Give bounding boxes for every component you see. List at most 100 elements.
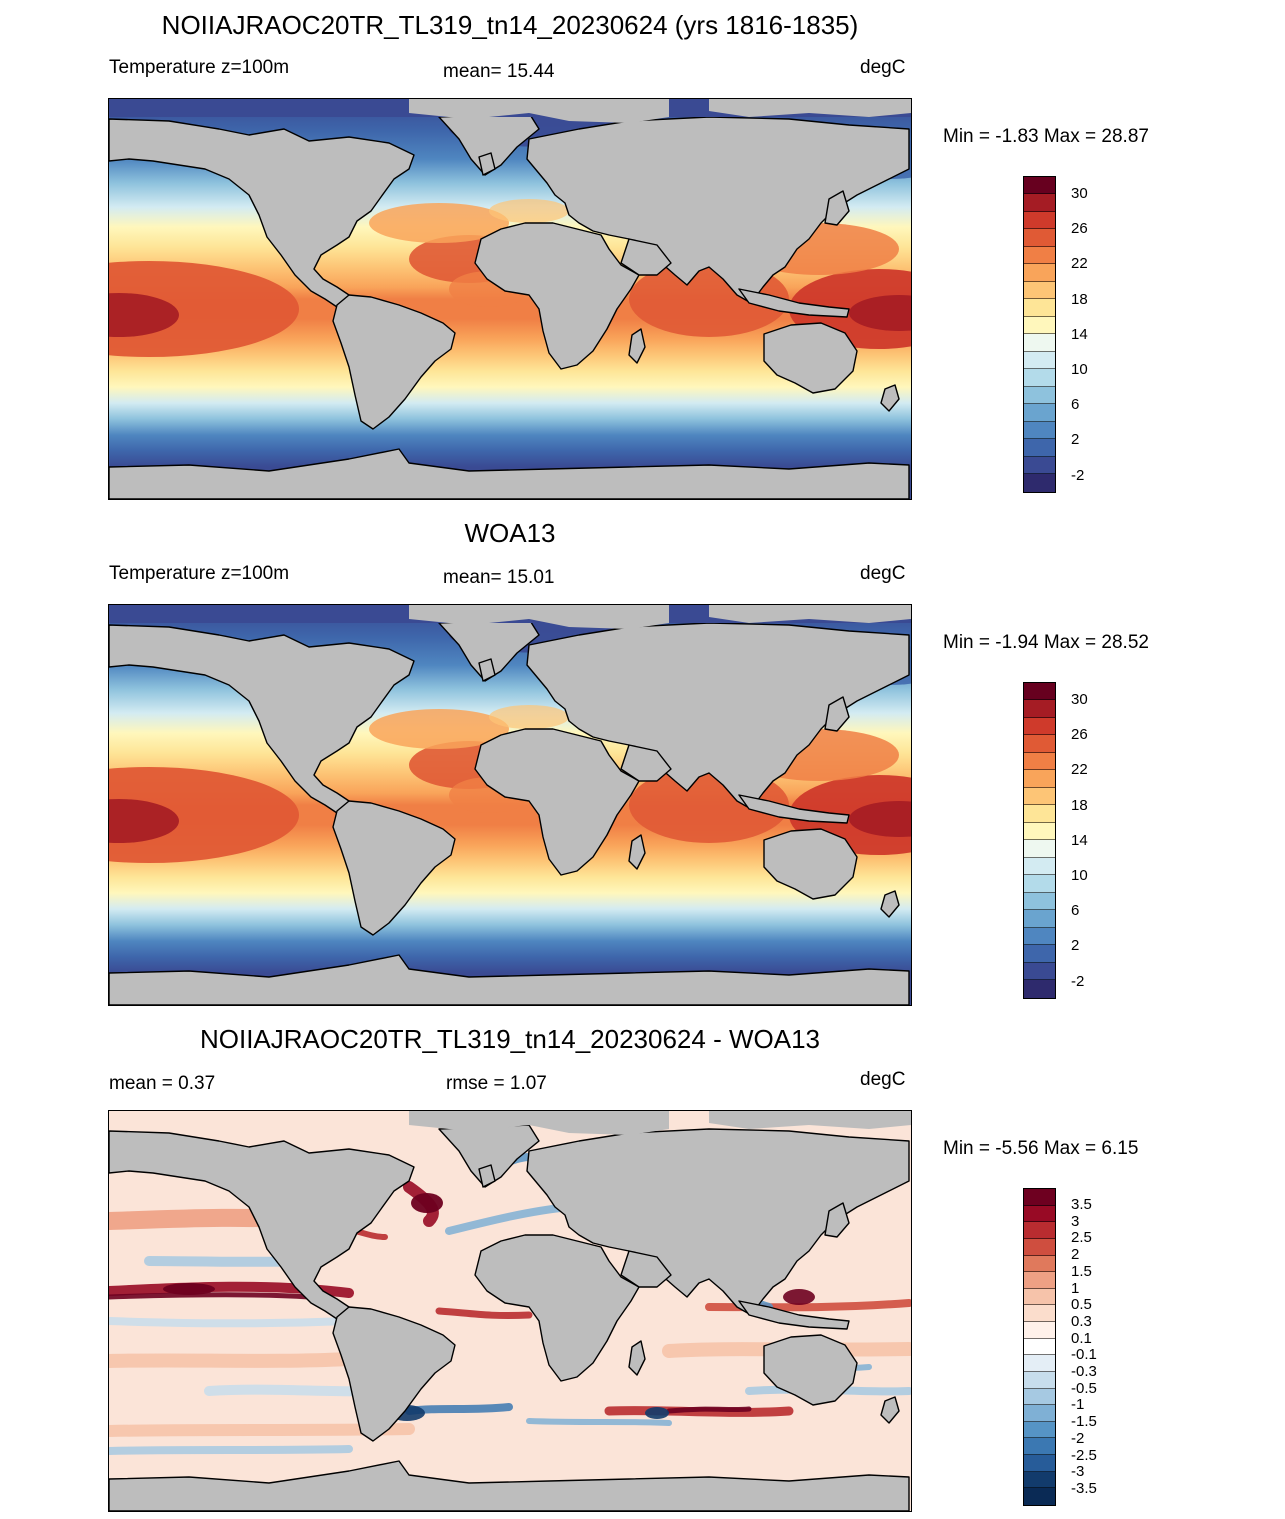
panel-3-mean-label: mean = 0.37 (109, 1073, 216, 1094)
colorbar-swatch (1024, 1388, 1055, 1406)
colorbar-swatch (1024, 1471, 1055, 1489)
panel-2-title: WOA13 (464, 518, 556, 548)
colorbar-swatch (1024, 456, 1055, 475)
colorbar-tick-label: 10 (1071, 867, 1088, 884)
colorbar-swatch (1024, 1355, 1055, 1372)
colorbar-swatch (1024, 805, 1055, 823)
colorbar-tick-label: -0.3 (1071, 1363, 1097, 1380)
colorbar-tick-label: 0.1 (1071, 1329, 1092, 1347)
colorbar-swatch (1024, 700, 1055, 718)
colorbar-swatch (1024, 927, 1055, 946)
colorbar-swatch (1024, 351, 1055, 370)
colorbar-swatch (1024, 1255, 1055, 1273)
colorbar-tick-label: 2.5 (1071, 1229, 1092, 1247)
colorbar-tick-label: 30 (1071, 691, 1088, 708)
colorbar-swatch (1024, 474, 1055, 492)
colorbar-swatch (1024, 246, 1055, 265)
colorbar-swatch (1024, 1272, 1055, 1289)
panel-1-mean-label: mean= 15.44 (443, 61, 555, 82)
colorbar-tick-label: -2.5 (1071, 1446, 1097, 1464)
colorbar-swatch (1024, 945, 1055, 963)
colorbar-tick-label: 22 (1071, 761, 1088, 779)
colorbar-swatch (1024, 1455, 1055, 1472)
panel-2-map (108, 604, 912, 1006)
colorbar-tick-label: 0.3 (1071, 1312, 1092, 1330)
colorbar-swatch (1024, 386, 1055, 405)
colorbar-tick-label: 2 (1071, 431, 1080, 449)
colorbar-swatch (1024, 439, 1055, 457)
colorbar-tick-label: 2 (1071, 1246, 1080, 1264)
colorbar-tick-label: 1 (1071, 1279, 1080, 1297)
colorbar-swatch (1024, 1405, 1055, 1422)
colorbar-tick-label: -2 (1071, 972, 1085, 990)
colorbar-swatch (1024, 770, 1055, 788)
colorbar-tick-label: 18 (1071, 796, 1088, 814)
colorbar-tick-label: -1 (1071, 1396, 1085, 1414)
colorbar-swatch (1024, 840, 1055, 858)
colorbar-tick-label: 6 (1071, 902, 1080, 920)
colorbar-swatch (1024, 1222, 1055, 1239)
colorbar-swatch (1024, 404, 1055, 422)
colorbar-tick-label: 10 (1071, 361, 1088, 378)
colorbar-swatch (1024, 1371, 1055, 1389)
colorbar-swatch (1024, 1322, 1055, 1339)
colorbar-tick-label: 6 (1071, 396, 1080, 414)
panel-1-minmax: Min = -1.83 Max = 28.87 (943, 126, 1149, 147)
colorbar-swatch (1024, 980, 1055, 998)
panel-3-units-label: degC (860, 1069, 906, 1090)
colorbar-swatch (1024, 875, 1055, 893)
colorbar-tick-label: 14 (1071, 325, 1088, 343)
panel-3-map (108, 1110, 912, 1512)
colorbar-tick-label: -3.5 (1071, 1479, 1097, 1497)
colorbar-swatch (1024, 421, 1055, 440)
colorbar-swatch (1024, 683, 1055, 701)
colorbar-swatch (1024, 369, 1055, 387)
colorbar-tick-label: 14 (1071, 831, 1088, 849)
colorbar-swatch (1024, 1421, 1055, 1439)
colorbar-tick-label: -1.5 (1071, 1413, 1097, 1431)
panel-1-title: NOIIAJRAOC20TR_TL319_tn14_20230624 (yrs … (161, 10, 859, 40)
colorbar-swatch (1024, 1488, 1055, 1505)
colorbar-swatch (1024, 822, 1055, 841)
colorbar-swatch (1024, 1338, 1055, 1356)
colorbar-swatch (1024, 211, 1055, 230)
colorbar-tick-label: -3 (1071, 1463, 1085, 1481)
colorbar-tick-label: -0.5 (1071, 1379, 1097, 1397)
colorbar-tick-label: 30 (1071, 185, 1088, 202)
colorbar-swatch (1024, 1288, 1055, 1306)
panel-1-variable-label: Temperature z=100m (109, 57, 290, 78)
panel-2-units-label: degC (860, 563, 906, 584)
colorbar-swatch (1024, 281, 1055, 300)
panel-1-colorbar (1023, 176, 1056, 493)
colorbar-swatch (1024, 787, 1055, 806)
panel-1-map (108, 98, 912, 500)
colorbar-swatch (1024, 752, 1055, 771)
colorbar-swatch (1024, 962, 1055, 981)
colorbar-swatch (1024, 194, 1055, 212)
panel-2-mean-label: mean= 15.01 (443, 567, 555, 588)
colorbar-tick-label: 2 (1071, 937, 1080, 955)
colorbar-swatch (1024, 177, 1055, 195)
colorbar-tick-label: 3 (1071, 1212, 1080, 1230)
colorbar-swatch (1024, 1438, 1055, 1455)
colorbar-swatch (1024, 1189, 1055, 1206)
colorbar-swatch (1024, 334, 1055, 352)
colorbar-tick-label: 22 (1071, 255, 1088, 273)
colorbar-swatch (1024, 892, 1055, 911)
colorbar-tick-label: -0.1 (1071, 1346, 1097, 1364)
panel-2-colorbar (1023, 682, 1056, 999)
panel-3-minmax: Min = -5.56 Max = 6.15 (943, 1138, 1139, 1159)
colorbar-swatch (1024, 717, 1055, 736)
panel-2-minmax: Min = -1.94 Max = 28.52 (943, 632, 1149, 653)
colorbar-swatch (1024, 299, 1055, 317)
colorbar-swatch (1024, 264, 1055, 282)
colorbar-swatch (1024, 910, 1055, 928)
colorbar-tick-label: 18 (1071, 290, 1088, 308)
colorbar-tick-label: 26 (1071, 726, 1088, 744)
colorbar-tick-label: 0.5 (1071, 1296, 1092, 1314)
panel-3-title: NOIIAJRAOC20TR_TL319_tn14_20230624 - WOA… (199, 1024, 820, 1054)
panel-2-variable-label: Temperature z=100m (109, 563, 290, 584)
colorbar-swatch (1024, 1205, 1055, 1223)
colorbar-tick-label: -2 (1071, 1429, 1085, 1447)
colorbar-swatch (1024, 229, 1055, 247)
